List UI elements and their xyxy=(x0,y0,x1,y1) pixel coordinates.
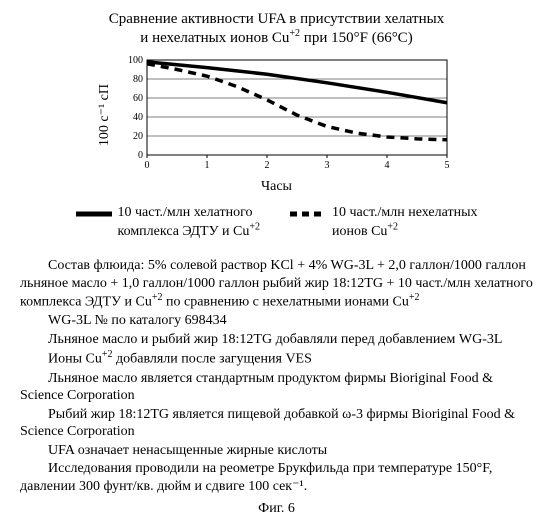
body-p6: Рыбий жир 18:12TG является пищевой добав… xyxy=(20,406,533,441)
legend-text-chelated: 10 част./млн хелатного комплекса ЭДТУ и … xyxy=(118,205,260,241)
svg-text:60: 60 xyxy=(133,93,143,104)
svg-text:2: 2 xyxy=(264,160,269,171)
svg-text:5: 5 xyxy=(444,160,449,171)
svg-text:3: 3 xyxy=(324,160,329,171)
chart-title: Сравнение активности UFA в присутствии х… xyxy=(20,10,533,47)
x-axis-label: Часы xyxy=(20,179,533,195)
body-p5: Льняное масло является стандартным проду… xyxy=(20,370,533,405)
svg-text:4: 4 xyxy=(384,160,389,171)
title-line-2: и нехелатных ионов Cu+2 при 150°F (66°C) xyxy=(140,30,412,46)
svg-text:80: 80 xyxy=(133,74,143,85)
svg-text:20: 20 xyxy=(133,131,143,142)
y-axis-label: 100 с⁻¹ сП xyxy=(97,84,113,146)
body-p2: WG-3L № по каталогу 698434 xyxy=(20,312,533,330)
svg-text:0: 0 xyxy=(138,150,143,161)
legend-item-nonchelated: 10 част./млн нехелатных ионов Cu+2 xyxy=(290,205,478,241)
legend-swatch-solid xyxy=(76,211,112,217)
legend-item-chelated: 10 част./млн хелатного комплекса ЭДТУ и … xyxy=(76,205,260,241)
figure-label: Фиг. 6 xyxy=(20,501,533,517)
chart-legend: 10 част./млн хелатного комплекса ЭДТУ и … xyxy=(20,205,533,241)
svg-text:40: 40 xyxy=(133,112,143,123)
svg-text:0: 0 xyxy=(144,160,149,171)
title-line-1: Сравнение активности UFA в присутствии х… xyxy=(109,11,444,27)
body-text: Состав флюида: 5% солевой раствор KCl + … xyxy=(20,257,533,495)
body-p8: Исследования проводили на реометре Брукф… xyxy=(20,460,533,495)
body-p7: UFA означает ненасыщенные жирные кислоты xyxy=(20,442,533,460)
svg-text:100: 100 xyxy=(128,55,143,66)
legend-text-nonchelated: 10 част./млн нехелатных ионов Cu+2 xyxy=(332,205,478,241)
legend-swatch-dashed xyxy=(290,211,326,217)
body-p3: Льняное масло и рыбий жир 18:12TG добавл… xyxy=(20,331,533,349)
svg-text:1: 1 xyxy=(204,160,209,171)
chart-container: 100 с⁻¹ сП 0 20 40 60 80 100 0 1 2 3 4 5 xyxy=(20,55,533,175)
line-chart: 0 20 40 60 80 100 0 1 2 3 4 5 xyxy=(117,55,457,175)
body-p1: Состав флюида: 5% солевой раствор KCl + … xyxy=(20,257,533,311)
body-p4: Ионы Cu+2 добавляли после загущения VES xyxy=(20,349,533,368)
